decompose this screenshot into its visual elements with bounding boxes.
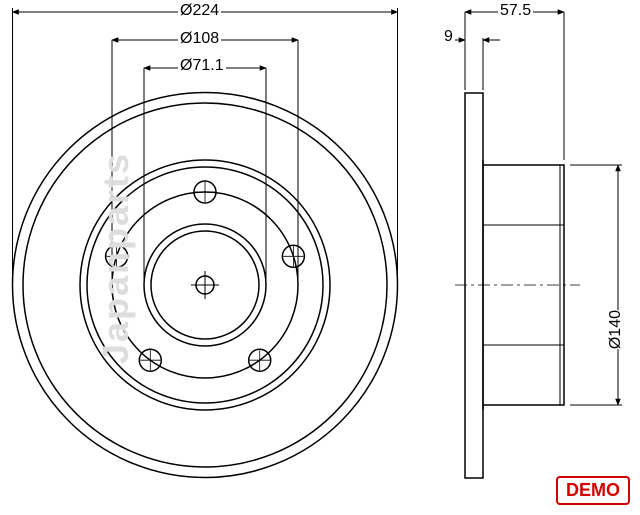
front-view	[13, 93, 398, 478]
dim-pcd: Ø108	[178, 30, 221, 48]
dim-hat-depth: 57.5	[498, 2, 533, 20]
demo-badge: DEMO	[556, 476, 630, 505]
dim-thickness: 9	[442, 28, 455, 46]
dim-hub-outer-d: Ø140	[605, 310, 627, 349]
dim-outer-diameter: Ø224	[178, 2, 221, 20]
side-view	[455, 93, 580, 478]
dim-hub-bore: Ø71.1	[178, 57, 226, 75]
